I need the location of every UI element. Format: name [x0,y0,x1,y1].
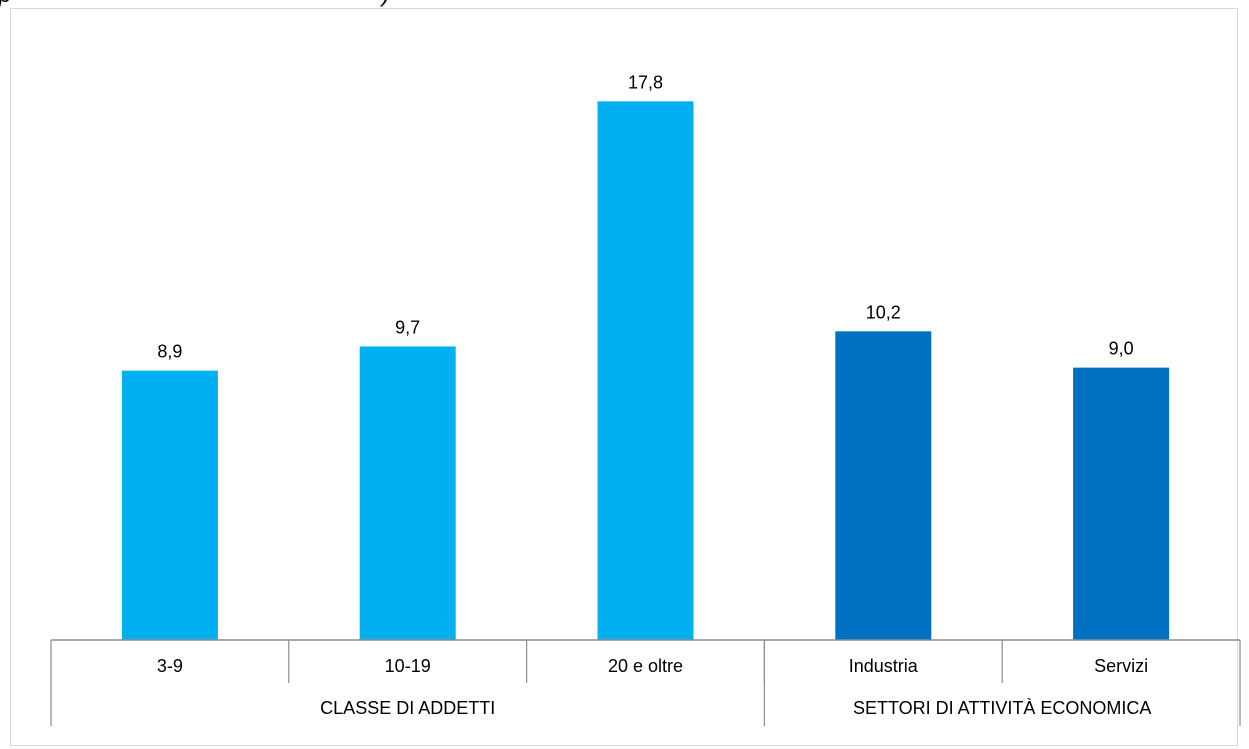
category-label: Industria [849,656,919,676]
value-label: 9,0 [1109,339,1134,359]
cropped-title-right: ) [382,0,389,6]
chart-frame [10,8,1238,746]
value-label: 8,9 [157,342,182,362]
bar-industria [835,331,932,640]
value-label: 10,2 [866,302,901,322]
bar-20-e-oltre [597,101,694,640]
category-label: 3-9 [157,656,183,676]
bar-3-9 [121,370,218,640]
value-labels: 8,9 9,7 17,8 10,2 9,0 [157,72,1133,361]
category-axis [50,639,1241,726]
cropped-title-left: p [0,0,11,6]
category-label: Servizi [1094,656,1148,676]
group-label: CLASSE DI ADDETTI [320,698,495,718]
category-label: 20 e oltre [608,656,683,676]
bar-servizi [1073,367,1170,640]
value-label: 17,8 [628,72,663,92]
group-label: SETTORI DI ATTIVITÀ ECONOMICA [853,698,1151,718]
category-label: 10-19 [385,656,431,676]
category-labels: 3-9 10-19 20 e oltre Industria Servizi [157,656,1148,676]
bar-10-19 [359,346,456,640]
group-labels: CLASSE DI ADDETTI SETTORI DI ATTIVITÀ ECO… [320,698,1151,718]
bars [121,101,1170,640]
value-label: 9,7 [395,317,420,337]
cropped-title-fragment: p ) [0,0,420,10]
